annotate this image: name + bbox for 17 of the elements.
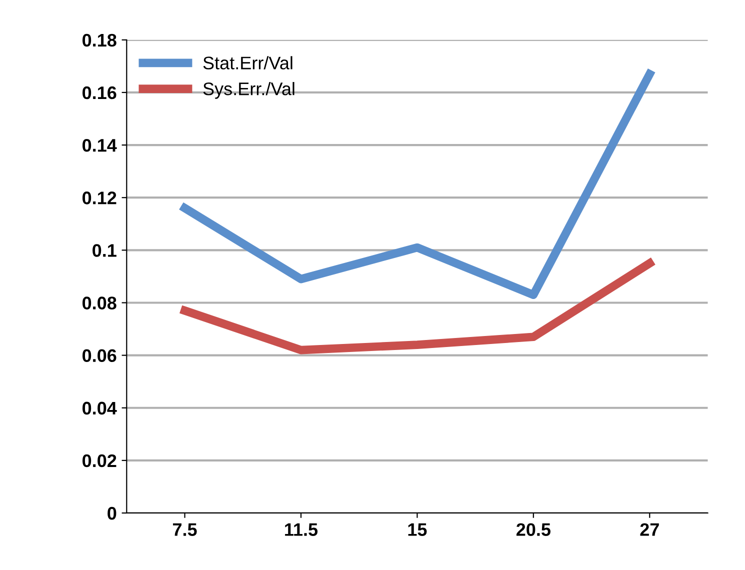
x-tick-label: 15 — [408, 523, 427, 536]
y-tick-label: 0.16 — [82, 86, 116, 100]
y-tick-label: 0.06 — [82, 349, 116, 362]
x-tick-label: 20.5 — [516, 523, 550, 536]
x-tick-label: 11.5 — [285, 523, 318, 536]
x-tick-label: 7.5 — [172, 523, 197, 536]
y-tick-label: 0.02 — [82, 454, 116, 468]
y-tick-label: 0.18 — [82, 34, 116, 47]
y-tick-label: 0 — [108, 506, 116, 520]
legend-label: Stat.Err/Val — [203, 56, 292, 70]
x-tick-label: 27 — [640, 523, 659, 536]
y-tick-label: 0.08 — [82, 296, 116, 310]
y-tick-label: 0.14 — [82, 138, 117, 152]
y-tick-label: 0.04 — [82, 402, 117, 415]
y-tick-label: 0.12 — [82, 192, 116, 204]
legend-label: Sys.Err./Val — [203, 82, 294, 99]
y-tick-label: 0.1 — [92, 244, 116, 257]
